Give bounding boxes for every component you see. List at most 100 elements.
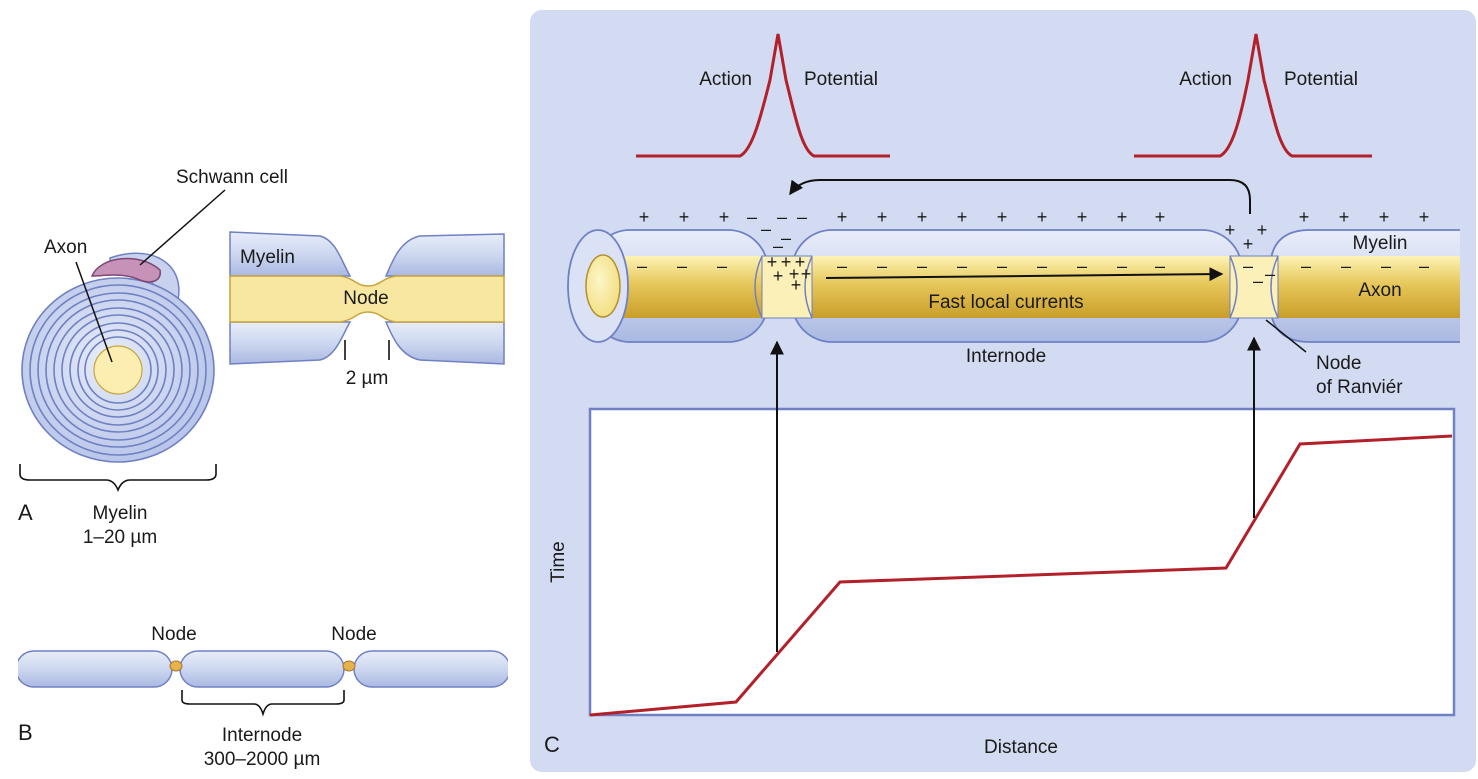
inner-minus-charge: – [1037, 256, 1047, 276]
inner-minus-charge: – [997, 256, 1007, 276]
inner-minus-charge: – [957, 256, 967, 276]
x-axis-label: Distance [984, 737, 1058, 758]
myelin-top-right [384, 233, 505, 277]
outer-minus-charge: – [797, 207, 807, 227]
outer-minus-charge: – [747, 207, 757, 227]
sheath-cap-right-start [1270, 255, 1279, 319]
nerve-cut-end-axon [585, 254, 621, 318]
outer-plus-charge: + [877, 207, 888, 227]
node-b-2-label: Node [331, 624, 376, 645]
panel-a-letter: A [18, 500, 33, 525]
node-width-label: 2 µm [346, 368, 389, 389]
panel-c-axon-label: Axon [1358, 280, 1401, 301]
sheath-cap-mid-start [804, 255, 813, 319]
internode-brace [181, 690, 345, 717]
inner-minus-charge: – [877, 256, 887, 276]
sheath-cap-left-end [754, 255, 763, 319]
node-closeup: Myelin Node 2 µm [229, 231, 505, 389]
internode-segment-3 [353, 650, 511, 688]
outer-plus-charge: + [837, 207, 848, 227]
inner-plus-charge: + [781, 252, 792, 272]
outer-plus-charge: + [917, 207, 928, 227]
myelin-brace [19, 464, 217, 493]
conduction-trace [589, 434, 1453, 717]
outer-plus-charge: + [1037, 207, 1048, 227]
inner-plus-charge: + [801, 264, 812, 284]
inner-minus-charge: – [1301, 256, 1311, 276]
inner-minus-charge: – [1419, 256, 1429, 276]
panel-c-letter: C [544, 732, 560, 757]
outer-plus-charge: + [679, 207, 690, 227]
myelin-thickness-label: Myelin [93, 503, 148, 524]
panel-b-cover-left [10, 648, 18, 690]
outer-plus-charge: + [1299, 207, 1310, 227]
outer-plus-charge: + [719, 207, 730, 227]
internode-segment-1 [15, 650, 173, 688]
outer-plus-charge: + [997, 207, 1008, 227]
outer-plus-charge: + [957, 207, 968, 227]
inner-minus-charge: – [1155, 256, 1165, 276]
inner-plus-charge: + [767, 252, 778, 272]
myelin-bottom-left [229, 321, 352, 365]
closeup-myelin-label: Myelin [240, 247, 295, 268]
outer-plus-charge: + [1243, 234, 1254, 254]
closeup-node-label: Node [343, 288, 388, 309]
inner-minus-charge: – [837, 256, 847, 276]
axon-core [600, 256, 1460, 318]
inner-minus-charge: – [1243, 256, 1253, 276]
action-potential-left [636, 33, 890, 158]
ap-right-potential: Potential [1284, 69, 1358, 90]
inner-minus-charge: – [1265, 264, 1275, 284]
axon-closeup [229, 275, 505, 323]
outer-minus-charge: – [761, 219, 771, 239]
node-of-ranvier-label-2: of Ranviér [1316, 377, 1403, 398]
schwann-cell-label: Schwann cell [176, 167, 288, 188]
axon-pointer [75, 261, 113, 363]
inner-minus-charge: – [677, 256, 687, 276]
inner-minus-charge: – [1381, 256, 1391, 276]
inner-minus-charge: – [1117, 256, 1127, 276]
outer-plus-charge: + [1419, 207, 1430, 227]
inner-plus-charge: + [789, 264, 800, 284]
inner-charges: – – – – – – – – – – – – – – – –+ + ++ + ++– –– [637, 252, 1429, 295]
node-b-1-label: Node [151, 624, 196, 645]
panel-a: Schwann cell Axon A Myelin 1–20 µm Myeli… [18, 167, 505, 548]
internode-b-length: 300–2000 µm [204, 749, 321, 770]
myelin-bottom-right [384, 321, 505, 365]
sheath-cap-mid-end [1229, 255, 1238, 319]
time-distance-graph [588, 407, 1456, 717]
node-b-2 [342, 660, 356, 672]
outer-minus-charge: – [781, 228, 791, 248]
outer-plus-charge: + [1077, 207, 1088, 227]
current-label: Fast local currents [928, 292, 1083, 313]
y-axis-label: Time [548, 541, 569, 583]
node-region-left [761, 255, 813, 319]
outer-plus-charge: + [1339, 207, 1350, 227]
inner-minus-charge: – [1077, 256, 1087, 276]
saltatory-arrow [789, 179, 1251, 214]
myelin-thickness-value: 1–20 µm [83, 527, 157, 548]
axon-cross-section [93, 345, 143, 395]
inner-plus-charge: + [773, 266, 784, 286]
schwann-pointer [139, 189, 226, 266]
node-of-ranvier-label-1: Node [1316, 353, 1361, 374]
node-of-ranvier-pointer [1265, 319, 1307, 353]
inner-plus-charge: + [791, 275, 802, 295]
outer-plus-charge: + [639, 207, 650, 227]
local-current-arrow [825, 267, 1224, 282]
panel-c-internode-label: Internode [966, 346, 1046, 367]
inner-minus-charge: – [917, 256, 927, 276]
schwann-cell-body [90, 257, 161, 283]
inner-minus-charge: – [717, 256, 727, 276]
ap-left-potential: Potential [804, 69, 878, 90]
outer-plus-charge: + [1257, 220, 1268, 240]
panel-b-cover-right [508, 648, 518, 690]
outer-minus-charge: – [773, 236, 783, 256]
inner-minus-charge: – [637, 256, 647, 276]
outer-plus-charge: + [1155, 207, 1166, 227]
myelin-top-left [229, 231, 352, 277]
inner-minus-charge: – [1253, 271, 1263, 291]
outer-plus-charge: + [1225, 220, 1236, 240]
outer-plus-charge: + [1117, 207, 1128, 227]
axon-label: Axon [44, 237, 87, 258]
